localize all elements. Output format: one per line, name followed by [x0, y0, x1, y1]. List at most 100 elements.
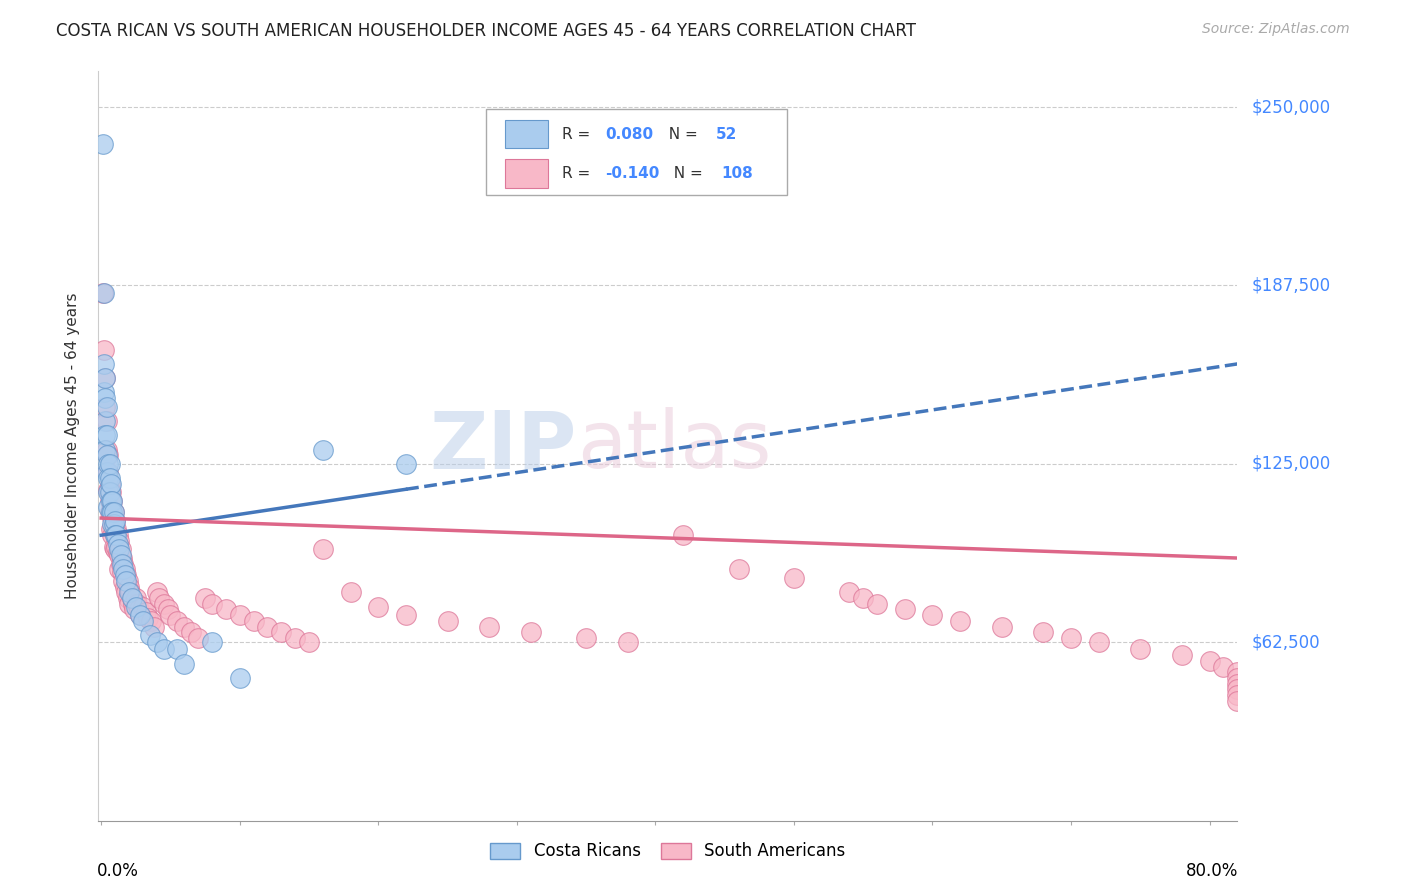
Point [94, 371, 117, 385]
Point [118, 597, 141, 611]
Point [96, 428, 118, 442]
Point [100, 505, 122, 519]
Text: R =: R = [562, 166, 595, 181]
Point [173, 619, 195, 633]
Point [114, 562, 136, 576]
Point [519, 625, 541, 640]
Text: ZIP: ZIP [429, 407, 576, 485]
Point [187, 631, 209, 645]
Text: $250,000: $250,000 [1251, 98, 1330, 116]
Point [129, 608, 152, 623]
Point [112, 557, 135, 571]
Point [312, 542, 335, 557]
Point [672, 528, 695, 542]
Point [1171, 648, 1194, 662]
Point [339, 585, 361, 599]
Point [125, 591, 148, 605]
Point [115, 574, 138, 588]
Text: $125,000: $125,000 [1251, 455, 1330, 473]
Point [132, 599, 155, 614]
Point [93, 357, 115, 371]
Point [270, 625, 292, 640]
Point [139, 614, 162, 628]
Point [298, 635, 321, 649]
Point [114, 568, 136, 582]
Point [122, 597, 145, 611]
Point [312, 442, 335, 457]
Point [132, 614, 155, 628]
Y-axis label: Householder Income Ages 45 - 64 years: Householder Income Ages 45 - 64 years [65, 293, 80, 599]
Point [108, 542, 131, 557]
Point [166, 642, 188, 657]
Point [145, 585, 167, 599]
Point [97, 483, 120, 497]
Point [166, 614, 188, 628]
Point [1226, 665, 1249, 680]
Text: 0.0%: 0.0% [97, 862, 139, 880]
Point [100, 485, 122, 500]
Point [115, 585, 138, 599]
Point [616, 635, 638, 649]
Text: -0.140: -0.140 [605, 166, 659, 181]
Point [949, 614, 972, 628]
Point [478, 619, 501, 633]
Point [93, 343, 115, 357]
Point [94, 371, 117, 385]
Point [101, 505, 124, 519]
Point [108, 562, 131, 576]
Point [201, 597, 224, 611]
Point [256, 619, 278, 633]
Point [117, 591, 139, 605]
Point [107, 545, 129, 559]
Point [104, 514, 127, 528]
Text: atlas: atlas [576, 407, 770, 485]
Point [111, 566, 134, 580]
Point [105, 528, 128, 542]
Point [1087, 635, 1109, 649]
Text: Source: ZipAtlas.com: Source: ZipAtlas.com [1202, 22, 1350, 37]
Point [104, 514, 127, 528]
Point [117, 574, 139, 588]
Point [97, 457, 120, 471]
Point [121, 591, 143, 605]
Point [98, 485, 121, 500]
Point [94, 391, 117, 405]
Text: N =: N = [665, 166, 709, 181]
Legend: Costa Ricans, South Americans: Costa Ricans, South Americans [482, 834, 853, 869]
Point [96, 466, 118, 480]
FancyBboxPatch shape [505, 160, 548, 188]
Point [94, 442, 117, 457]
Point [152, 597, 174, 611]
Point [395, 457, 418, 471]
Point [145, 635, 167, 649]
Point [107, 537, 129, 551]
Point [575, 631, 598, 645]
Text: $187,500: $187,500 [1251, 277, 1330, 294]
Point [1226, 676, 1249, 690]
Point [103, 516, 125, 531]
Point [921, 608, 943, 623]
Point [93, 285, 115, 300]
Point [103, 505, 125, 519]
Text: N =: N = [659, 127, 703, 142]
Point [152, 642, 174, 657]
Point [105, 540, 128, 554]
Point [201, 635, 224, 649]
Text: 52: 52 [716, 127, 737, 142]
Text: COSTA RICAN VS SOUTH AMERICAN HOUSEHOLDER INCOME AGES 45 - 64 YEARS CORRELATION : COSTA RICAN VS SOUTH AMERICAN HOUSEHOLDE… [56, 22, 917, 40]
Text: 108: 108 [721, 166, 754, 181]
Point [97, 466, 120, 480]
Point [894, 602, 917, 616]
Point [118, 580, 141, 594]
Point [838, 585, 860, 599]
Point [104, 528, 127, 542]
Point [98, 457, 121, 471]
Point [990, 619, 1012, 633]
Point [215, 602, 238, 616]
Point [96, 400, 118, 414]
Point [110, 557, 132, 571]
FancyBboxPatch shape [485, 109, 787, 195]
Point [1129, 642, 1152, 657]
Point [97, 500, 120, 514]
Point [104, 542, 127, 557]
